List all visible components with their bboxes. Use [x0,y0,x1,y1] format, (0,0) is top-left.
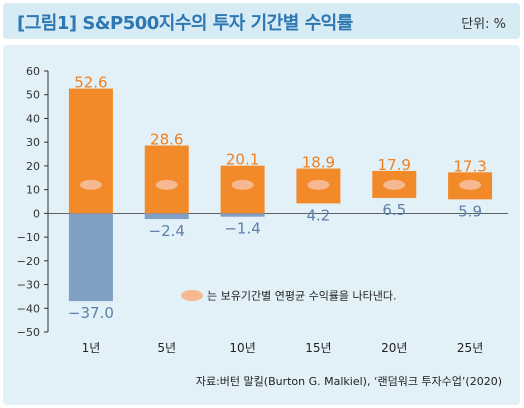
average-return-marker [459,179,482,190]
average-return-marker [383,179,406,190]
legend-text: 는 보유기간별 연평균 수익률을 나타낸다. [207,289,397,303]
max-return-bar [144,145,189,214]
source-note: 자료:버턴 말킬(Burton G. Malkiel), ‘랜덤워크 투자수업’… [195,375,502,388]
title-bar: [그림1] S&P500지수의 투자 기간별 수익률 단위: % [3,3,520,39]
max-value-label: 28.6 [150,131,183,149]
chart-canvas: 60 50 40 30 20 10 0 −10 −20 −30 −40 −50 52.6 −37.0 1년 2… [17,65,508,355]
y-tick-label: 50 [26,89,40,102]
chart-panel: 60 50 40 30 20 10 0 −10 −20 −30 −40 −50 52.6 −37.0 1년 2… [3,45,520,405]
y-tick-label: 0 [33,207,40,220]
y-tick-label: 30 [26,136,40,149]
chart-title: [그림1] S&P500지수의 투자 기간별 수익률 [17,13,353,34]
category-label: 1년 [82,341,101,355]
min-value-label: 6.5 [382,201,406,219]
legend: 는 보유기간별 연평균 수익률을 나타낸다. [181,285,397,303]
average-return-marker [155,179,178,190]
y-tick-label: −50 [17,326,40,339]
min-return-bar [220,213,265,217]
max-return-bar [68,88,113,214]
y-tick-label: −30 [17,279,40,292]
y-tick-label: 60 [26,65,40,78]
category-label: 20년 [381,341,407,355]
min-return-bar [68,213,113,302]
y-tick-label: 10 [26,184,40,197]
max-value-label: 52.6 [74,74,107,92]
average-return-marker [307,179,330,190]
average-return-marker [79,179,102,190]
y-tick-label: 20 [26,160,40,173]
y-tick-label: −10 [17,231,40,244]
legend-average-marker-swatch [181,290,203,301]
max-value-label: 18.9 [302,154,335,172]
unit-label: 단위: % [461,17,506,32]
max-value-label: 17.9 [378,156,411,174]
min-value-label: −2.4 [149,222,185,240]
min-value-label: −37.0 [68,304,114,322]
min-value-label: 5.9 [458,202,482,220]
max-value-label: 17.3 [453,157,486,175]
y-tick-label: 40 [26,112,40,125]
category-label: 15년 [305,341,331,355]
max-value-label: 20.1 [226,151,259,169]
min-value-label: −1.4 [224,220,260,238]
y-tick-label: −20 [17,255,40,268]
category-label: 5년 [157,341,176,355]
category-label: 10년 [229,341,255,355]
min-return-bar [144,213,189,220]
y-tick-label: −40 [17,302,40,315]
min-value-label: 4.2 [306,206,330,224]
average-return-marker [231,179,254,190]
category-label: 25년 [457,341,483,355]
